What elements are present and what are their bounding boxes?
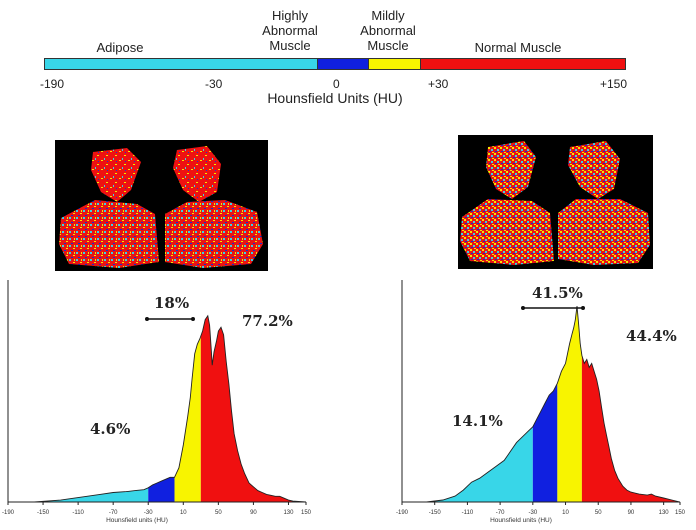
- x-tick-label: 50: [215, 510, 222, 516]
- color-segment-highly-abnormal: [316, 59, 369, 69]
- bracket-endpoint: [581, 306, 585, 310]
- ct-scan-right-graphic: [460, 141, 650, 265]
- x-tick-label: 10: [180, 510, 187, 516]
- x-axis-label: Hounsfield units (HU): [106, 517, 168, 524]
- x-tick-label: 130: [283, 510, 294, 516]
- histogram-outline: [8, 314, 307, 503]
- legend-label-normal: Normal Muscle: [474, 40, 562, 55]
- x-tick-label: -70: [496, 510, 505, 516]
- ct-scan-left: [55, 140, 268, 271]
- x-tick-label: -150: [37, 510, 50, 516]
- x-tick-label: 150: [675, 510, 686, 516]
- histogram-region-1: [148, 315, 175, 502]
- bracket-endpoint: [145, 317, 149, 321]
- legend-label-mildly-abnormal: Mildly Abnormal Muscle: [360, 8, 416, 53]
- percent-adipose-right: 14.1%: [452, 412, 503, 430]
- histogram-right: -190 -150 -110 -70 -30 10 50 90 130 150 Hounsfield…: [396, 280, 686, 524]
- color-scale-bar: [44, 58, 626, 70]
- histogram-region-0: [402, 306, 533, 502]
- ct-scan-left-graphic: [59, 146, 263, 268]
- bracket-endpoint: [521, 306, 525, 310]
- histogram-region-2: [557, 306, 582, 502]
- legend-tick--30: -30: [205, 77, 223, 91]
- x-tick-label: -30: [528, 510, 537, 516]
- color-segment-adipose: [45, 59, 317, 69]
- percent-normal-left: 77.2%: [242, 312, 293, 330]
- x-tick-label: 90: [628, 510, 635, 516]
- x-tick-label: -110: [72, 510, 84, 516]
- histogram-outline: [402, 305, 681, 503]
- percent-adipose-left: 4.6%: [90, 420, 131, 438]
- legend-tick--190: -190: [40, 77, 65, 91]
- x-tick-label: 90: [250, 510, 257, 516]
- x-tick-label: -110: [462, 510, 474, 516]
- bracket-endpoint: [191, 317, 195, 321]
- legend-tick-150: +150: [600, 77, 628, 91]
- x-axis-label: Hounsfield units (HU): [490, 517, 552, 524]
- x-tick-label: -70: [109, 510, 118, 516]
- x-tick-label: 50: [595, 510, 602, 516]
- x-tick-label: 10: [562, 510, 569, 516]
- histogram-region-0: [8, 315, 149, 502]
- legend-tick-30: +30: [428, 77, 449, 91]
- histogram-region-3: [581, 306, 680, 502]
- percent-abnormal-right: 41.5%: [532, 284, 583, 302]
- x-tick-label: -150: [429, 510, 442, 516]
- percent-abnormal-left: 18%: [154, 294, 190, 312]
- legend-tick-0: 0: [333, 77, 340, 91]
- ct-scan-right: [458, 135, 653, 269]
- legend-label-highly-abnormal: Highly Abnormal Muscle: [262, 8, 318, 53]
- percent-normal-right: 44.4%: [626, 327, 677, 345]
- legend-label-adipose: Adipose: [96, 40, 144, 55]
- x-tick-label: 130: [659, 510, 670, 516]
- histogram-left: -190 -150 -110 -70 -30 10 50 90 130 150 Hounsfield…: [2, 280, 312, 524]
- x-tick-label: 150: [301, 510, 312, 516]
- x-tick-label: -190: [396, 510, 409, 516]
- color-segment-normal: [420, 59, 625, 69]
- legend-axis-title: Hounsfield Units (HU): [267, 90, 403, 106]
- x-tick-label: -30: [144, 510, 153, 516]
- x-tick-label: -190: [2, 510, 15, 516]
- color-segment-mildly-abnormal: [368, 59, 421, 69]
